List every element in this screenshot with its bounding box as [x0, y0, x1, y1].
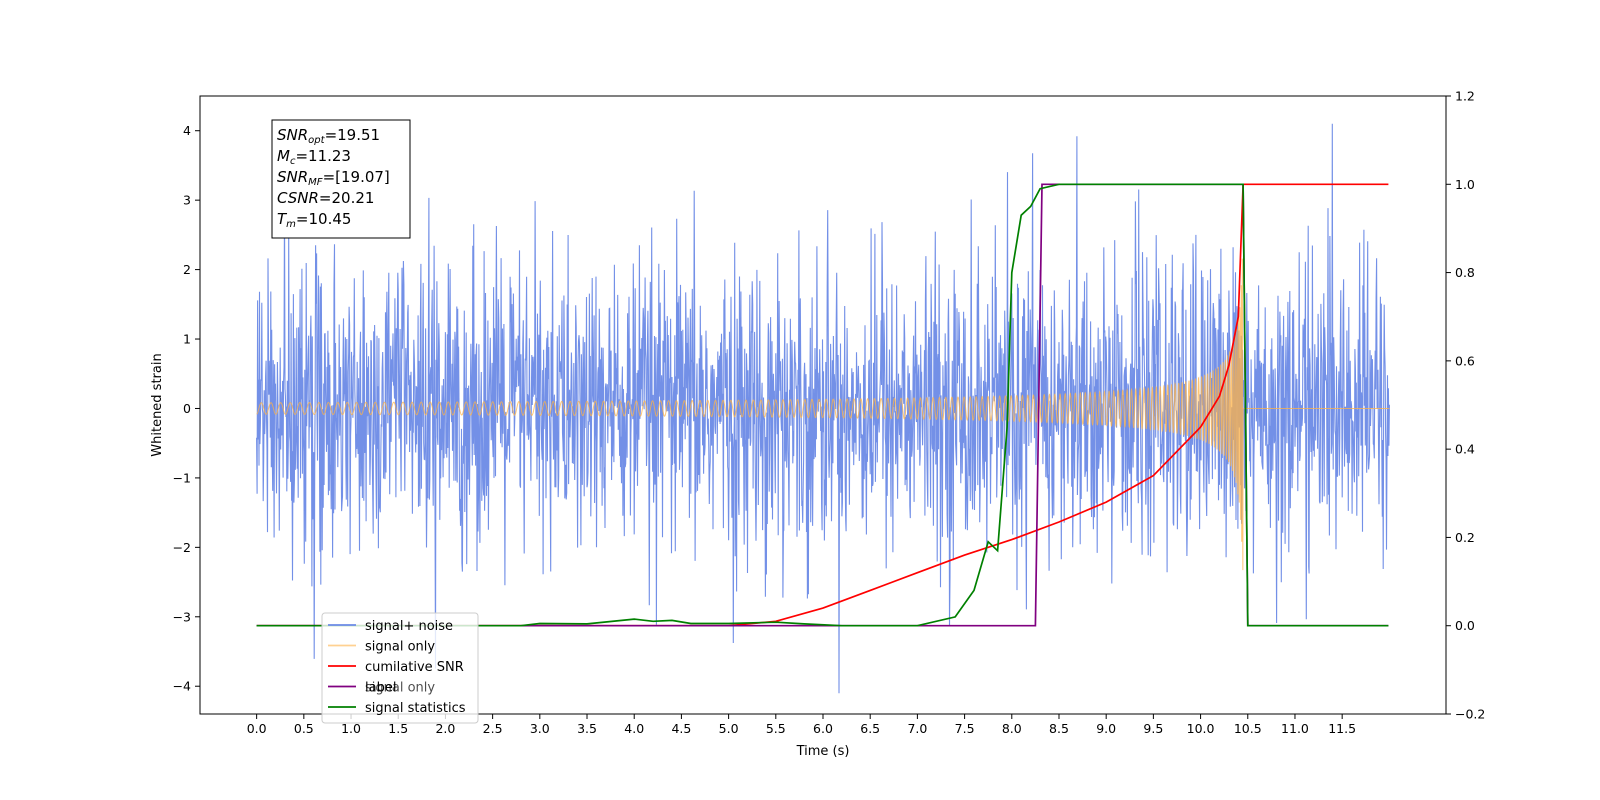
annotation-line-1: Mc=11.23 — [277, 147, 351, 167]
legend-overlap-text: signal only — [365, 681, 435, 696]
x-tick-label-10: 5.0 — [719, 721, 739, 736]
y-axis-label: Whitened strain — [150, 353, 165, 456]
legend-label-2: cumilative SNR — [365, 660, 464, 675]
y-tick-label-7: −3 — [173, 609, 191, 624]
legend: signal only signal+ noise signal only cumil… — [321, 612, 479, 724]
legend-label-3: label — [365, 681, 396, 696]
x-axis-label: Time (s) — [796, 744, 850, 759]
y-right-tick-label-6: 0.0 — [1455, 618, 1475, 633]
y-tick-label-1: 3 — [183, 193, 191, 208]
x-tick-label-8: 4.0 — [624, 721, 644, 736]
x-tick-label-5: 2.5 — [483, 721, 503, 736]
x-tick-label-15: 7.5 — [955, 721, 975, 736]
x-tick-label-12: 6.0 — [813, 721, 833, 736]
legend-label-1: signal only — [365, 640, 435, 655]
x-tick-label-21: 10.5 — [1234, 721, 1262, 736]
y-tick-label-0: 4 — [183, 123, 191, 138]
y-right-tick-label-5: 0.2 — [1455, 530, 1475, 545]
x-tick-label-19: 9.5 — [1143, 721, 1163, 736]
right-axis-series — [256, 183, 1389, 627]
x-tick-label-2: 1.0 — [341, 721, 361, 736]
y-tick-label-8: −4 — [173, 679, 191, 694]
y-right-tick-label-1: 1.0 — [1455, 177, 1475, 192]
y-right-tick-label-3: 0.6 — [1455, 353, 1475, 368]
x-tick-label-23: 11.5 — [1328, 721, 1356, 736]
x-axis: 0.0 0.5 1.0 1.5 2.0 2.5 3.0 3.5 4.0 4.5 5.0 5.5 6.0 6… — [247, 714, 1356, 736]
plot-area — [256, 123, 1390, 694]
annotation-line-2: SNRMF=[19.07] — [277, 168, 390, 188]
x-tick-label-13: 6.5 — [860, 721, 880, 736]
legend-label-0: signal+ noise — [365, 619, 453, 634]
x-tick-label-4: 2.0 — [435, 721, 455, 736]
annotation-box: SNRopt=19.51Mc=11.23SNRMF=[19.07]CSNR=20… — [271, 119, 411, 239]
y-tick-label-4: 0 — [183, 401, 191, 416]
series-signal-statistics — [256, 183, 1389, 627]
y-axis-right: 1.2 1.0 0.8 0.6 0.4 0.2 0.0 −0.2 — [1446, 89, 1485, 722]
x-tick-label-18: 9.0 — [1096, 721, 1116, 736]
y-tick-label-5: −1 — [173, 470, 191, 485]
y-axis-left: 4 3 2 1 0 −1 −2 −3 −4 — [173, 123, 200, 694]
legend-label-4: signal statistics — [365, 701, 466, 716]
y-right-tick-label-2: 0.8 — [1455, 265, 1475, 280]
annotation-frame — [271, 119, 411, 239]
y-tick-label-6: −2 — [173, 540, 191, 555]
x-tick-label-3: 1.5 — [388, 721, 408, 736]
x-tick-label-9: 4.5 — [671, 721, 691, 736]
legend-frame — [321, 612, 479, 724]
x-tick-label-1: 0.5 — [294, 721, 314, 736]
x-tick-label-0: 0.0 — [247, 721, 267, 736]
y-right-tick-label-4: 0.4 — [1455, 442, 1475, 457]
x-tick-label-11: 5.5 — [766, 721, 786, 736]
x-tick-label-6: 3.0 — [530, 721, 550, 736]
annotation-line-3: CSNR=20.21 — [277, 189, 374, 207]
x-tick-label-17: 8.5 — [1049, 721, 1069, 736]
x-tick-label-22: 11.0 — [1281, 721, 1309, 736]
x-tick-label-20: 10.0 — [1187, 721, 1215, 736]
x-tick-label-14: 7.0 — [907, 721, 927, 736]
y-tick-label-2: 2 — [183, 262, 191, 277]
y-right-tick-label-0: 1.2 — [1455, 89, 1475, 104]
y-right-tick-label-7: −0.2 — [1455, 707, 1485, 722]
x-tick-label-16: 8.0 — [1002, 721, 1022, 736]
x-tick-label-7: 3.5 — [577, 721, 597, 736]
y-tick-label-3: 1 — [183, 332, 191, 347]
annotation-line-4: Tm=10.45 — [277, 210, 351, 230]
annotation-line-0: SNRopt=19.51 — [277, 126, 380, 146]
